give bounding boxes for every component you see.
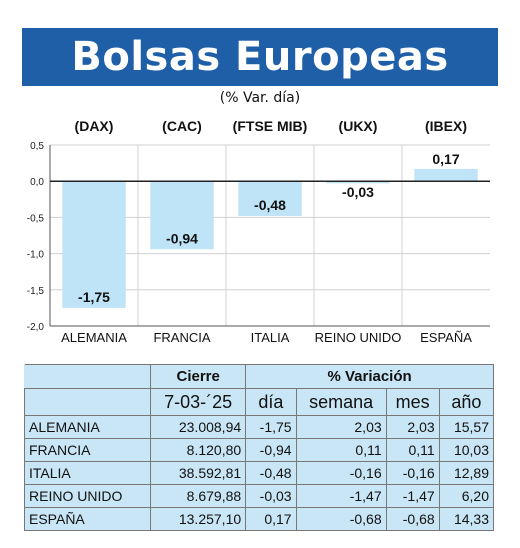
cell-cierre: 38.592,81 [150, 461, 247, 485]
data-label: -0,94 [166, 230, 198, 246]
bar [326, 181, 390, 184]
x-tick-label: ESPAÑA [420, 330, 472, 345]
ticker-label: (IBEX) [425, 118, 467, 134]
cell-semana: -0,16 [295, 461, 387, 485]
cell-cierre: 8.679,88 [150, 484, 247, 508]
bar [238, 181, 302, 216]
bar-chart: 0,5 0,0 -0,5 -1,0 -1,5 -2,0 -1,75 (DAX) ALEMANIA… [27, 118, 490, 345]
cell-mes: -0,68 [385, 507, 440, 531]
cell-dia: 0,17 [245, 507, 297, 531]
data-label: -1,75 [78, 289, 110, 305]
subheader-empty [23, 388, 152, 416]
data-label: 0,17 [432, 151, 459, 167]
y-tick-label: -2,0 [27, 322, 45, 333]
cell-anio: 14,33 [438, 507, 495, 531]
cell-country: FRANCIA [23, 438, 152, 462]
x-tick-label: ITALIA [251, 330, 290, 345]
cell-dia: -1,75 [245, 415, 297, 439]
cell-dia: -0,48 [245, 461, 297, 485]
cell-cierre: 8.120,80 [150, 438, 247, 462]
y-tick-label: -1,5 [27, 286, 45, 297]
chart-subtitle: (% Var. día) [219, 90, 301, 106]
table-row: FRANCIA 8.120,80 -0,94 0,11 0,11 10,03 [23, 438, 495, 462]
cell-country: ALEMANIA [23, 415, 152, 439]
cell-anio: 12,89 [438, 461, 495, 485]
subheader-anio: año [438, 388, 495, 416]
cell-semana: 0,11 [295, 438, 387, 462]
data-label: -0,03 [342, 184, 374, 200]
data-table: Cierre % Variación 7-03-´25 día semana m… [23, 364, 495, 531]
cell-country: REINO UNIDO [23, 484, 152, 508]
cell-anio: 10,03 [438, 438, 495, 462]
x-tick-label: ALEMANIA [61, 330, 127, 345]
cell-country: ITALIA [23, 461, 152, 485]
subheader-date: 7-03-´25 [150, 388, 247, 416]
bar [414, 168, 478, 182]
cell-mes: -1,47 [385, 484, 440, 508]
cell-cierre: 23.008,94 [150, 415, 247, 439]
y-tick-label: 0,0 [30, 177, 44, 188]
table-row: REINO UNIDO 8.679,88 -0,03 -1,47 -1,47 6… [23, 484, 495, 508]
y-tick-label: -1,0 [27, 250, 45, 261]
header-cierre: Cierre [150, 364, 247, 389]
bar [62, 181, 126, 308]
subheader-semana: semana [295, 388, 387, 416]
ticker-label: (CAC) [162, 118, 202, 134]
data-label: -0,48 [254, 197, 286, 213]
x-tick-label: REINO UNIDO [315, 330, 402, 345]
table-row: ITALIA 38.592,81 -0,48 -0,16 -0,16 12,89 [23, 461, 495, 485]
cell-dia: -0,94 [245, 438, 297, 462]
cell-mes: 2,03 [385, 415, 440, 439]
cell-dia: -0,03 [245, 484, 297, 508]
ticker-label: (DAX) [75, 118, 114, 134]
bar [150, 181, 214, 250]
subheader-dia: día [245, 388, 297, 416]
y-tick-label: 0,5 [30, 141, 44, 152]
x-tick-label: FRANCIA [153, 330, 210, 345]
subheader-mes: mes [385, 388, 440, 416]
cell-semana: 2,03 [295, 415, 387, 439]
cell-anio: 6,20 [438, 484, 495, 508]
table-header-row: Cierre % Variación [24, 364, 494, 389]
cell-cierre: 13.257,10 [150, 507, 247, 531]
table-subheader-row: 7-03-´25 día semana mes año [23, 388, 495, 416]
table-row: ALEMANIA 23.008,94 -1,75 2,03 2,03 15,57 [23, 415, 495, 439]
y-tick-label: -0,5 [27, 213, 45, 224]
title-banner: Bolsas Europeas [22, 28, 498, 86]
header-empty [24, 364, 152, 389]
cell-country: ESPAÑA [23, 507, 152, 531]
table-row: ESPAÑA 13.257,10 0,17 -0,68 -0,68 14,33 [23, 507, 495, 531]
ticker-label: (FTSE MIB) [233, 118, 308, 134]
page-title: Bolsas Europeas [71, 34, 449, 80]
ticker-label: (UKX) [339, 118, 378, 134]
cell-semana: -0,68 [295, 507, 387, 531]
header-variacion: % Variación [245, 364, 494, 389]
cell-mes: 0,11 [385, 438, 440, 462]
cell-anio: 15,57 [438, 415, 495, 439]
cell-semana: -1,47 [295, 484, 387, 508]
cell-mes: -0,16 [385, 461, 440, 485]
